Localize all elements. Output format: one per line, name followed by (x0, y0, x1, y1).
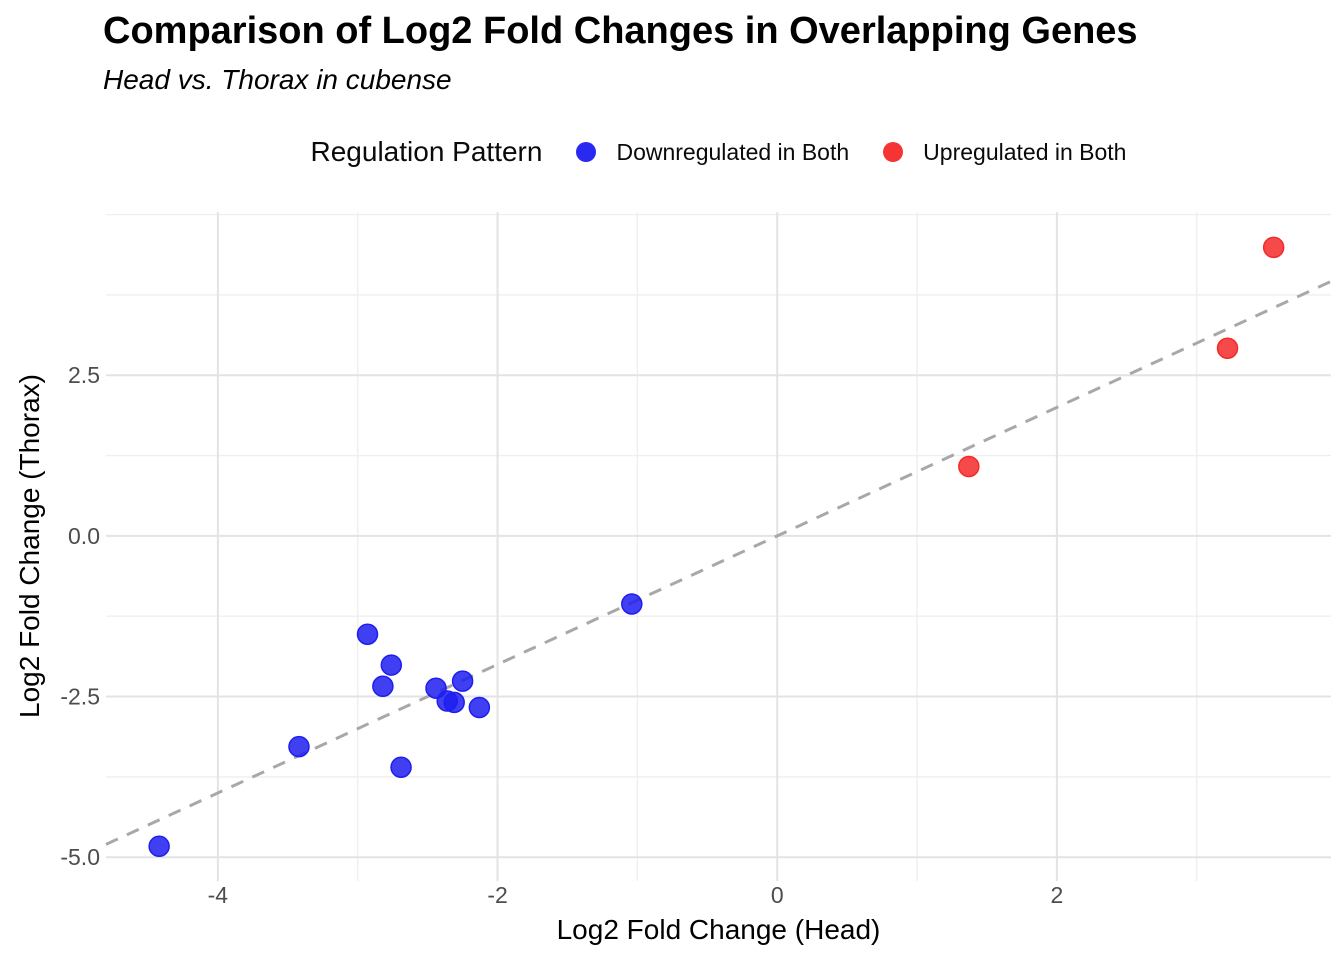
y-tick-label: 2.5 (68, 362, 100, 388)
data-point (356, 623, 379, 645)
y-tick-label: 0.0 (68, 523, 100, 549)
legend-item-upregulated: Upregulated in Both (883, 139, 1126, 166)
y-axis-title: Log2 Fold Change (Thorax) (14, 374, 45, 718)
x-axis-title: Log2 Fold Change (Head) (556, 914, 881, 945)
blue-dot-icon (576, 142, 597, 162)
data-point (468, 696, 491, 719)
data-point (451, 670, 474, 692)
red-dot-icon (883, 142, 904, 162)
legend: Regulation Pattern Downregulated in Both… (106, 128, 1331, 176)
data-point (958, 455, 980, 478)
data-point (372, 675, 394, 698)
data-point (443, 691, 465, 714)
identity-reference-line (105, 280, 1332, 846)
x-tick-label: -2 (487, 882, 507, 908)
data-point (621, 593, 643, 615)
y-tick-label: -5.0 (60, 844, 100, 870)
legend-title: Regulation Pattern (310, 136, 543, 167)
y-tick-label: -2.5 (60, 684, 100, 710)
page-subtitle: Head vs. Thorax in cubense (103, 64, 452, 95)
legend-item-label: Downregulated in Both (616, 138, 850, 165)
data-point (148, 835, 170, 858)
page-title: Comparison of Log2 Fold Changes in Overl… (103, 10, 1138, 52)
data-point (380, 654, 403, 676)
data-point (288, 735, 310, 758)
legend-item-downregulated: Downregulated in Both (576, 139, 849, 166)
legend-item-label: Upregulated in Both (923, 138, 1127, 165)
data-point (390, 756, 412, 779)
x-tick-label: 2 (1051, 882, 1064, 908)
data-point (1216, 337, 1239, 359)
data-point (1262, 236, 1285, 259)
x-tick-label: 0 (771, 882, 784, 908)
x-tick-label: -4 (208, 882, 229, 908)
